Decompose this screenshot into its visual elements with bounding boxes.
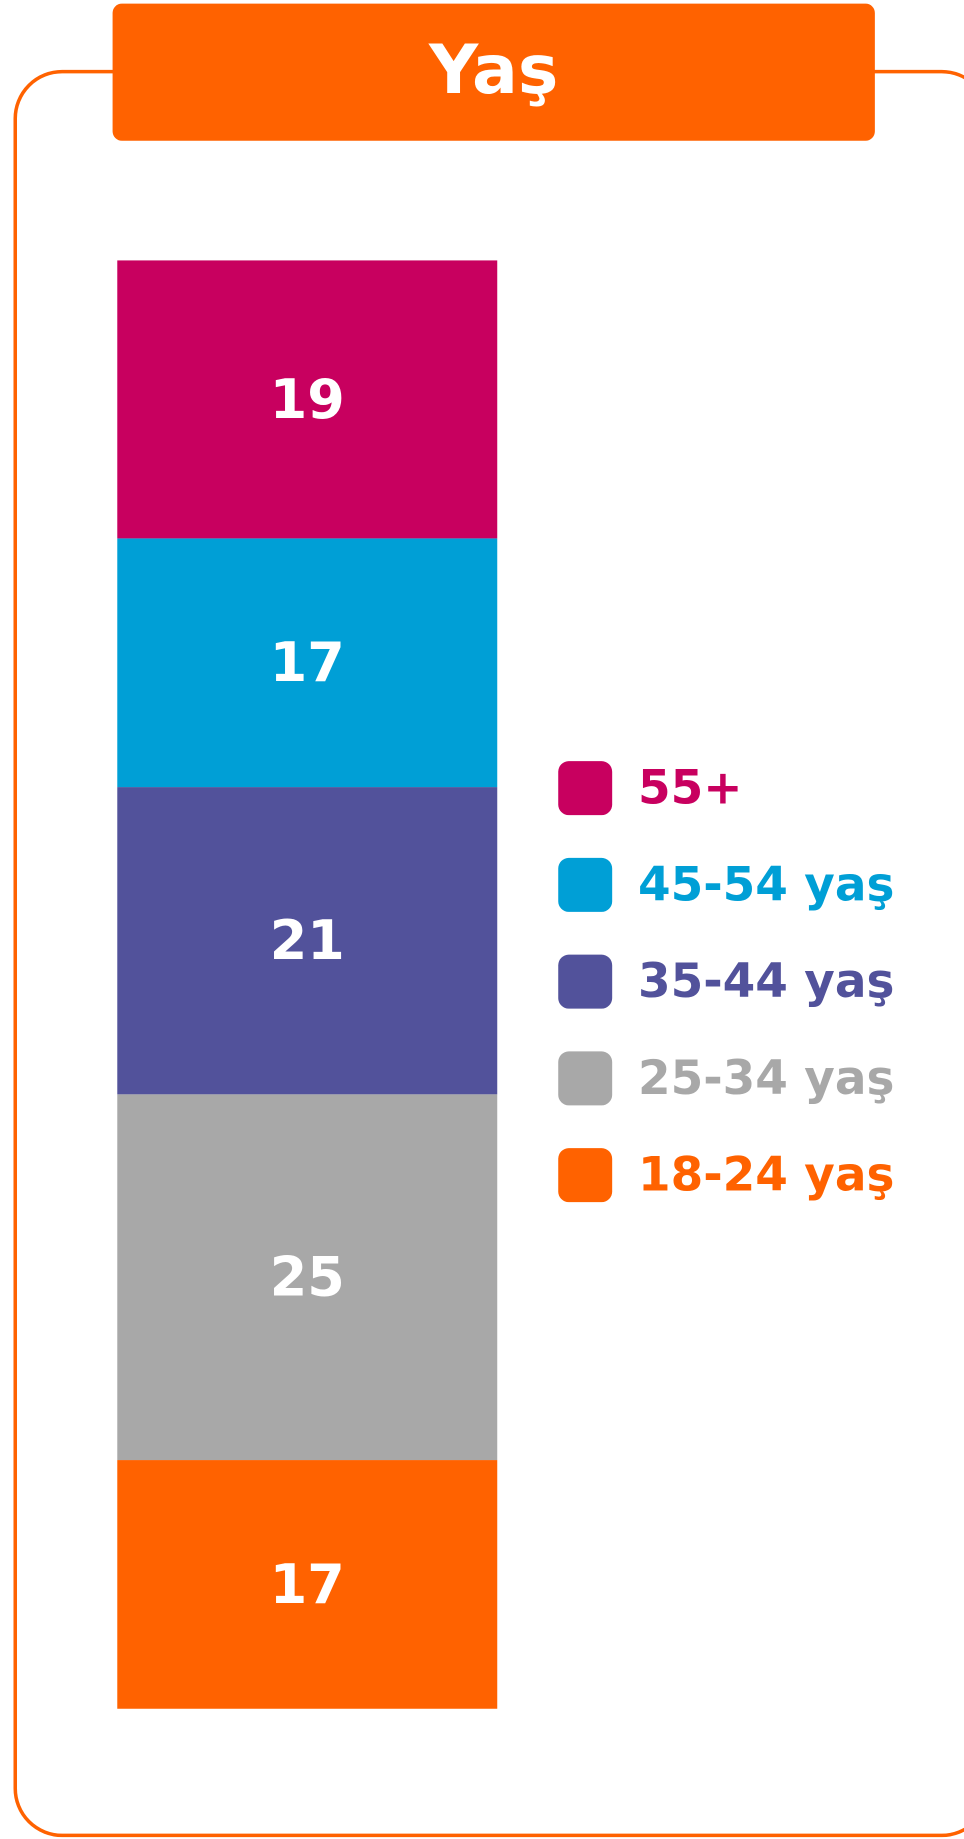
legend-swatch — [558, 857, 613, 912]
legend-swatch — [558, 1148, 613, 1203]
legend-swatch — [558, 1051, 613, 1106]
chart-title: Yaş — [428, 31, 558, 110]
legend-label: 45-54 yaş — [638, 857, 894, 912]
legend-label: 55+ — [638, 761, 743, 816]
legend-swatch — [558, 761, 613, 816]
legend-label: 35-44 yaş — [638, 954, 894, 1009]
title-box — [112, 3, 875, 141]
data-label: 21 — [270, 909, 345, 972]
legend-swatch — [558, 954, 613, 1009]
data-label: 25 — [270, 1246, 345, 1309]
bar-segment — [117, 1094, 498, 1461]
legend-label: 25-34 yaş — [638, 1051, 894, 1106]
data-label: 19 — [270, 368, 345, 431]
bar-segment — [117, 260, 498, 539]
bar-segment — [117, 1460, 498, 1709]
bar-segment — [117, 787, 498, 1095]
legend-label: 18-24 yaş — [638, 1148, 894, 1203]
data-label: 17 — [270, 631, 345, 694]
data-label: 17 — [270, 1553, 345, 1616]
bar-segment — [117, 538, 498, 788]
